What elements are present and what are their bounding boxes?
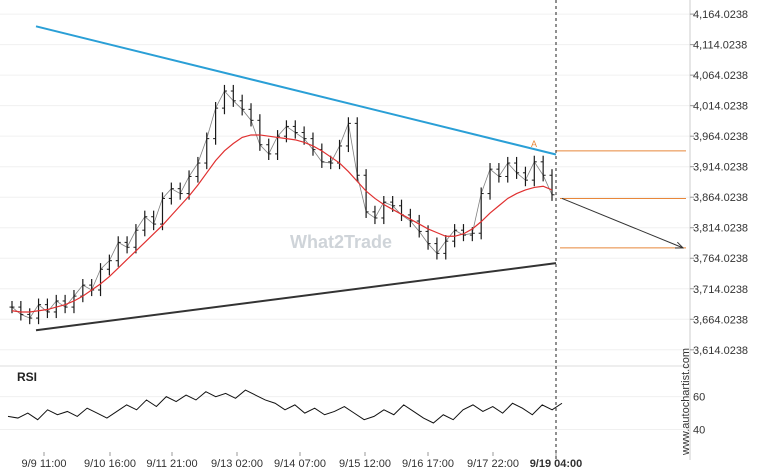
projection-arrowhead	[674, 241, 685, 249]
site-url: www.autochartist.com	[680, 348, 692, 456]
x-tick-label: 9/16 17:00	[402, 458, 454, 470]
levels	[556, 150, 686, 249]
price-bar	[531, 155, 537, 187]
projection	[561, 197, 685, 249]
projection-arrow	[561, 197, 684, 249]
y-tick-label: 4,064.0238	[693, 70, 748, 82]
y-tick-label: 3,664.0238	[693, 314, 748, 326]
moving-average	[11, 134, 553, 313]
y-tick-label: 4,164.0238	[693, 9, 748, 21]
support-line	[35, 262, 557, 332]
price-bar	[44, 298, 50, 319]
y-tick-label: 3,714.0238	[693, 284, 748, 296]
price-bars	[9, 84, 555, 325]
y-tick-label: 3,864.0238	[693, 192, 748, 204]
price-bar	[18, 300, 24, 321]
watermark: What2Trade	[290, 232, 392, 252]
y-tick-label: 3,914.0238	[693, 162, 748, 174]
price-bar	[248, 103, 254, 127]
price-bar	[266, 138, 272, 160]
x-tick-label: 9/13 02:00	[211, 458, 263, 470]
y-axis: 4,164.0238 4,114.0238 4,064.0238 4,014.0238…	[689, 0, 748, 460]
price-bar	[142, 210, 148, 237]
price-bar	[354, 117, 360, 182]
y-tick-label: 3,814.0238	[693, 223, 748, 235]
price-bar	[168, 182, 174, 205]
price-bar	[89, 279, 95, 297]
price-bar	[487, 163, 493, 200]
price-bar	[540, 155, 546, 182]
y-tick-label: 4,014.0238	[693, 101, 748, 113]
x-tick-label: 9/14 07:00	[274, 458, 326, 470]
rsi-label: RSI	[17, 370, 37, 384]
price-bar	[549, 169, 555, 201]
price-grid	[0, 13, 690, 351]
price-bar	[124, 236, 130, 254]
price-bar	[514, 156, 520, 179]
x-tick-label: 9/15 12:00	[339, 458, 391, 470]
x-axis: 9/9 11:00 9/10 16:00 9/11 21:00 9/13 02:00 9…	[21, 452, 582, 470]
price-bar	[80, 279, 86, 303]
price-bar	[27, 308, 33, 325]
moving-average-line	[11, 134, 553, 313]
rsi-tick-label: 60	[693, 392, 705, 404]
price-bar	[221, 84, 227, 115]
x-tick-label: 9/19 04:00	[530, 458, 583, 470]
rsi-tick-label: 40	[693, 425, 705, 437]
price-bar	[115, 236, 121, 267]
price-line	[11, 90, 553, 319]
price-bar	[505, 156, 511, 183]
price-bar	[239, 94, 245, 116]
y-tick-label: 4,114.0238	[693, 40, 747, 52]
x-tick-label: 9/17 22:00	[467, 458, 519, 470]
resistance-line	[35, 25, 557, 156]
price-bar	[319, 143, 325, 168]
price-bar	[496, 163, 502, 183]
rsi-panel: RSI 60 40	[0, 365, 705, 437]
price-bar	[195, 156, 201, 183]
x-tick-label: 9/10 16:00	[84, 458, 136, 470]
price-bar	[230, 84, 236, 107]
price-bar	[399, 199, 405, 222]
y-tick-label: 3,964.0238	[693, 131, 748, 143]
price-bar	[381, 196, 387, 225]
marker: A	[531, 139, 537, 149]
x-tick-label: 9/9 11:00	[21, 458, 66, 470]
rsi-line	[7, 389, 563, 424]
x-tick-label: 9/11 21:00	[146, 458, 197, 470]
y-tick-label: 3,764.0238	[693, 253, 748, 265]
price-bar	[257, 114, 263, 151]
marker-label: A	[531, 139, 537, 149]
price-bar	[434, 237, 440, 260]
triangle-lines	[35, 25, 557, 332]
y-tick-label: 3,614.0238	[693, 345, 748, 357]
